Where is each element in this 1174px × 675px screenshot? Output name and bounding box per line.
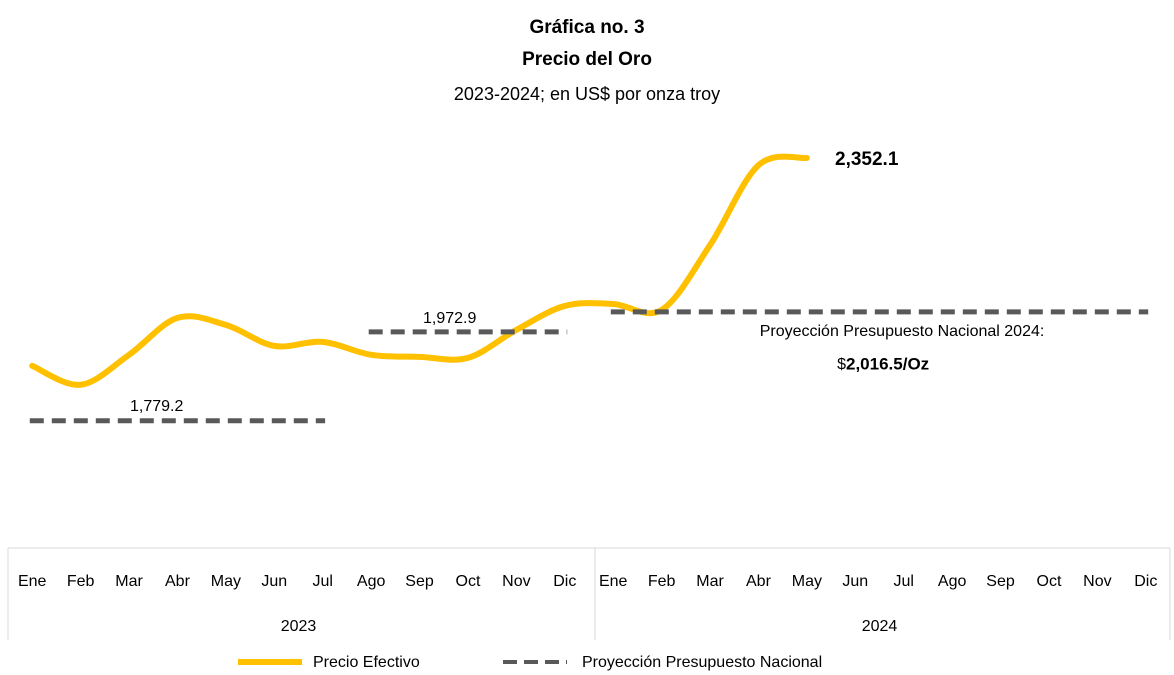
x-tick-label: Feb [67, 573, 95, 590]
x-tick-label: Dic [1134, 573, 1157, 590]
x-tick-label: Jun [261, 573, 287, 590]
x-tick-label: Jul [893, 573, 913, 590]
x-tick-label: Ene [18, 573, 47, 590]
x-tick-label: Abr [746, 573, 772, 590]
chart-title: Gráfica no. 3 [529, 17, 644, 38]
x-tick-label: Nov [502, 573, 530, 590]
x-tick-label: Mar [115, 573, 143, 590]
legend-label: Proyección Presupuesto Nacional [582, 654, 822, 671]
chart-subtitle: Precio del Oro [522, 49, 652, 70]
annotation: Proyección Presupuesto Nacional 2024: [760, 323, 1045, 340]
x-tick-label: Oct [1037, 573, 1062, 590]
annotation: 2,016.5/Oz [846, 354, 929, 373]
x-tick-label: Jun [842, 573, 868, 590]
x-axis-box [7, 547, 1171, 640]
x-tick-label: Sep [405, 573, 434, 590]
legend-label: Precio Efectivo [313, 654, 420, 671]
annotation: 1,779.2 [130, 398, 183, 415]
x-tick-label: May [792, 573, 822, 590]
chart-caption: 2023-2024; en US$ por onza troy [454, 84, 720, 104]
price-line [29, 153, 810, 388]
annotation: 1,972.9 [423, 310, 476, 327]
group-label: 2024 [862, 618, 898, 635]
x-tick-label: Ene [599, 573, 628, 590]
x-tick-label: Abr [165, 573, 191, 590]
x-tick-label: Mar [696, 573, 724, 590]
annotation: $ [837, 356, 846, 373]
x-tick-label: Ago [357, 573, 386, 590]
x-tick-label: Ago [938, 573, 967, 590]
annotation: 2,352.1 [835, 149, 899, 170]
x-tick-label: Nov [1083, 573, 1111, 590]
group-label: 2023 [281, 618, 317, 635]
x-tick-label: Sep [986, 573, 1015, 590]
x-tick-label: Dic [553, 573, 576, 590]
x-tick-label: Oct [456, 573, 481, 590]
x-tick-label: May [211, 573, 241, 590]
x-tick-label: Feb [648, 573, 676, 590]
x-tick-label: Jul [312, 573, 332, 590]
